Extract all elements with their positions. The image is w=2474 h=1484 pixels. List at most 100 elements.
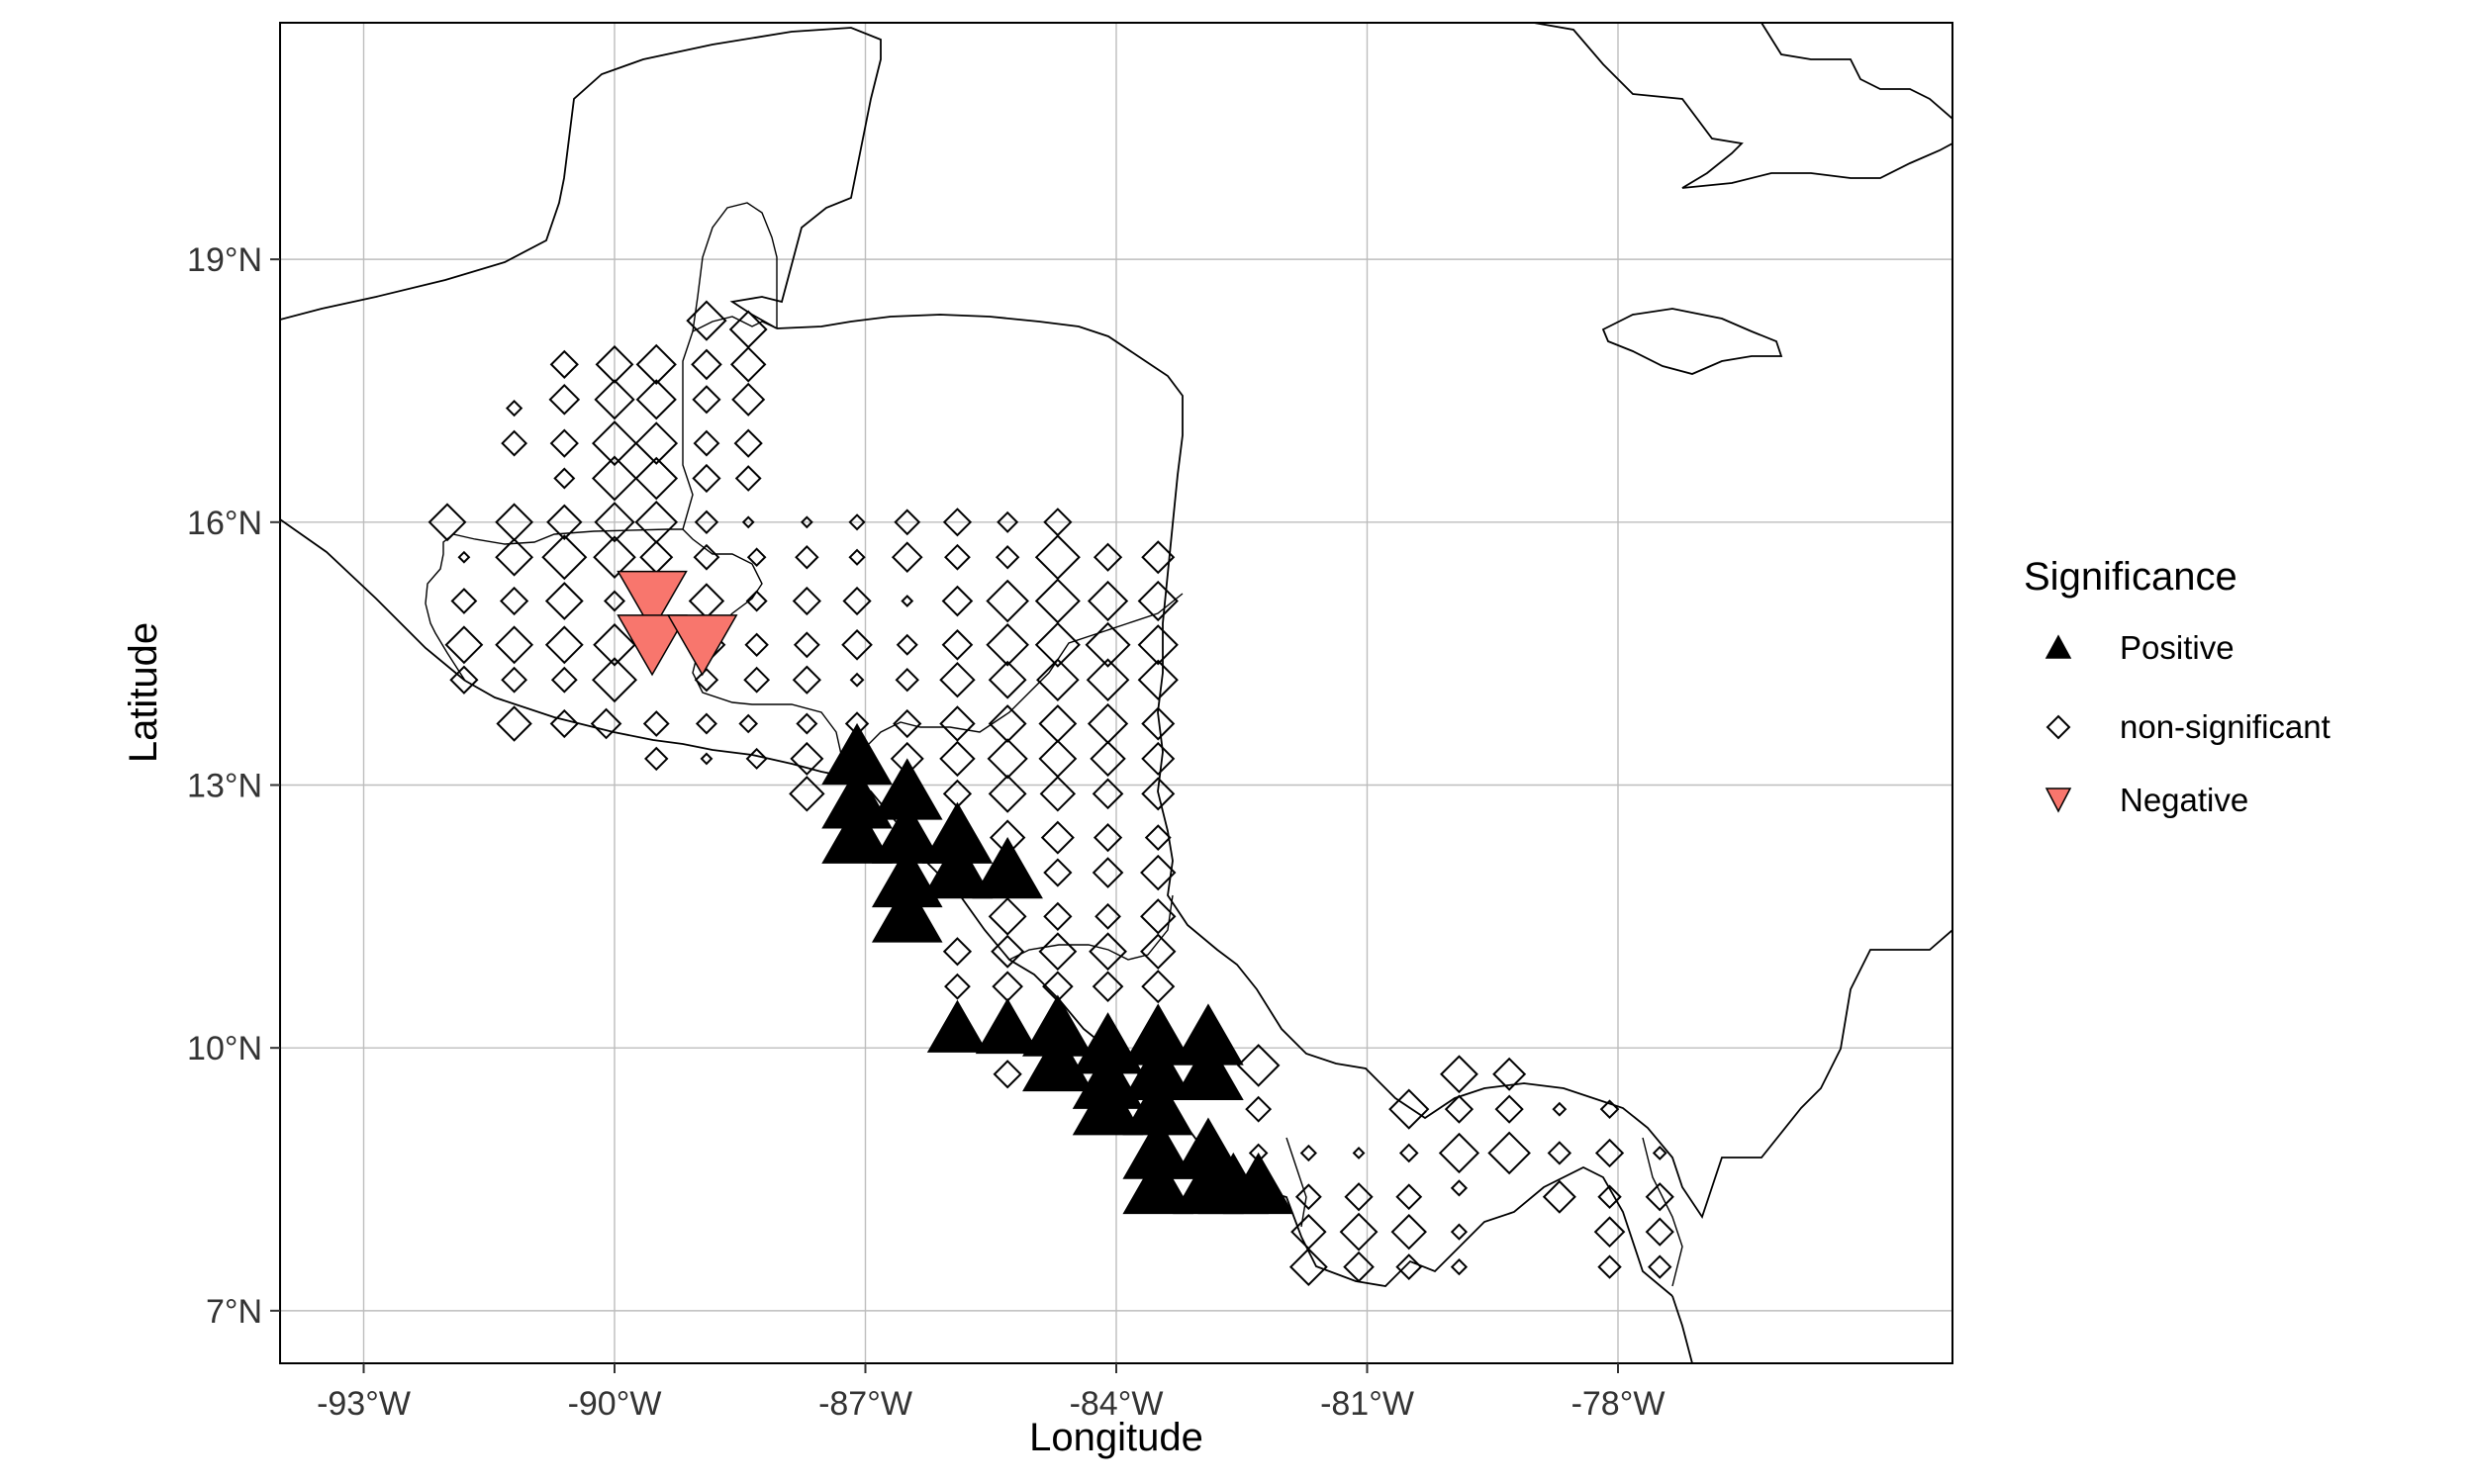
non-significant-point xyxy=(939,662,976,698)
non-significant-point xyxy=(1645,1217,1674,1247)
non-significant-point xyxy=(743,666,771,694)
non-significant-point xyxy=(1038,704,1078,743)
non-significant-point xyxy=(1492,1057,1527,1091)
non-significant-point xyxy=(495,537,534,577)
non-significant-point xyxy=(695,712,717,735)
legend-title: Significance xyxy=(2024,555,2237,599)
legend-item-positive: Positive xyxy=(2045,629,2235,666)
non-significant-point xyxy=(501,666,528,694)
positive-point xyxy=(1222,1152,1294,1215)
non-significant-point xyxy=(795,545,819,570)
non-significant-point xyxy=(987,738,1028,780)
non-significant-point xyxy=(1648,1254,1672,1279)
non-significant-point xyxy=(734,465,762,492)
negative-point xyxy=(617,570,688,633)
non-significant-point xyxy=(939,740,976,778)
positive-point xyxy=(921,837,994,899)
non-significant-point xyxy=(548,384,581,416)
non-significant-point xyxy=(895,668,919,693)
non-significant-point xyxy=(1144,824,1172,852)
non-significant-point xyxy=(942,508,973,537)
non-significant-point xyxy=(942,937,973,967)
non-significant-point xyxy=(841,628,873,661)
non-significant-point xyxy=(992,971,1023,1002)
non-significant-point xyxy=(891,541,923,574)
non-significant-point xyxy=(1092,971,1124,1002)
x-tick-label: -84°W xyxy=(1070,1385,1164,1423)
non-significant-point xyxy=(591,455,638,502)
non-significant-point xyxy=(634,421,679,465)
non-significant-point xyxy=(1086,658,1130,702)
non-significant-point xyxy=(549,428,579,458)
non-significant-point xyxy=(1141,970,1176,1004)
non-significant-point xyxy=(549,349,579,380)
non-significant-point xyxy=(1087,580,1129,622)
non-significant-point xyxy=(1092,778,1124,810)
non-significant-point xyxy=(634,456,679,501)
non-significant-point xyxy=(789,776,825,812)
non-significant-point xyxy=(1352,1147,1366,1159)
positive-point xyxy=(871,881,943,943)
non-significant-point xyxy=(694,510,719,535)
basemap xyxy=(280,23,1952,1363)
non-significant-point xyxy=(1290,1213,1327,1251)
x-axis: -93°W -90°W -87°W -84°W -81°W -78°W xyxy=(317,1363,1665,1423)
border-belize xyxy=(692,202,778,332)
non-significant-point xyxy=(499,586,529,616)
non-significant-point xyxy=(1137,659,1179,700)
border-panama-colombia xyxy=(1642,1137,1683,1287)
non-significant-point xyxy=(449,665,479,695)
non-significant-point xyxy=(505,400,523,417)
non-significant-point xyxy=(590,707,622,740)
non-significant-point xyxy=(988,774,1027,813)
coastline-jamaica xyxy=(1601,308,1783,375)
non-significant-point xyxy=(1288,1248,1328,1286)
non-significant-point xyxy=(944,973,971,1000)
non-significant-point xyxy=(691,348,722,381)
non-significant-point xyxy=(635,379,677,420)
non-significant-point xyxy=(1094,902,1121,930)
non-significant-point xyxy=(1093,823,1123,853)
non-significant-point xyxy=(688,583,725,619)
non-significant-point xyxy=(1141,777,1176,811)
negative-point xyxy=(666,614,738,677)
legend-label-negative: Negative xyxy=(2120,782,2248,818)
non-significant-point xyxy=(639,540,674,575)
non-significant-point xyxy=(1036,658,1080,702)
non-significant-point xyxy=(1085,621,1131,668)
positive-point xyxy=(975,997,1040,1055)
x-tick-label: -81°W xyxy=(1320,1385,1414,1423)
non-significant-point xyxy=(1552,1101,1568,1117)
y-axis: 7°N 10°N 13°N 16°N 19°N xyxy=(187,241,280,1331)
legend-key-diamond-icon xyxy=(2046,714,2071,740)
non-significant-point xyxy=(595,344,634,384)
non-significant-point xyxy=(1494,1094,1524,1124)
x-tick-label: -93°W xyxy=(317,1385,411,1423)
non-significant-point xyxy=(986,579,1029,623)
non-significant-point xyxy=(792,586,821,616)
coastline-central-pacific xyxy=(464,680,847,778)
non-significant-point xyxy=(549,708,579,739)
non-significant-point xyxy=(729,346,767,383)
border-mexico-guatemala xyxy=(425,316,778,682)
non-significant-point xyxy=(793,631,820,659)
non-significant-point xyxy=(593,622,636,667)
non-significant-point xyxy=(1645,1182,1674,1212)
non-significant-point xyxy=(594,379,635,420)
non-significant-point xyxy=(1039,776,1077,812)
y-tick-label: 13°N xyxy=(187,767,262,804)
non-significant-point xyxy=(1542,1179,1576,1214)
non-significant-point xyxy=(1294,1183,1322,1211)
non-significant-point xyxy=(728,310,768,349)
non-significant-point xyxy=(745,747,768,770)
positive-point xyxy=(1022,1029,1094,1092)
non-significant-point xyxy=(733,428,763,458)
x-tick-label: -87°W xyxy=(818,1385,912,1423)
non-significant-point xyxy=(1450,1257,1469,1276)
y-axis-title: Latitude xyxy=(122,622,165,763)
non-significant-point xyxy=(1092,857,1124,888)
border-honduras-nicaragua xyxy=(845,593,1184,778)
non-significant-point xyxy=(428,503,467,542)
legend-item-non-significant: non-significant xyxy=(2046,708,2331,745)
y-tick-label: 7°N xyxy=(206,1293,262,1331)
